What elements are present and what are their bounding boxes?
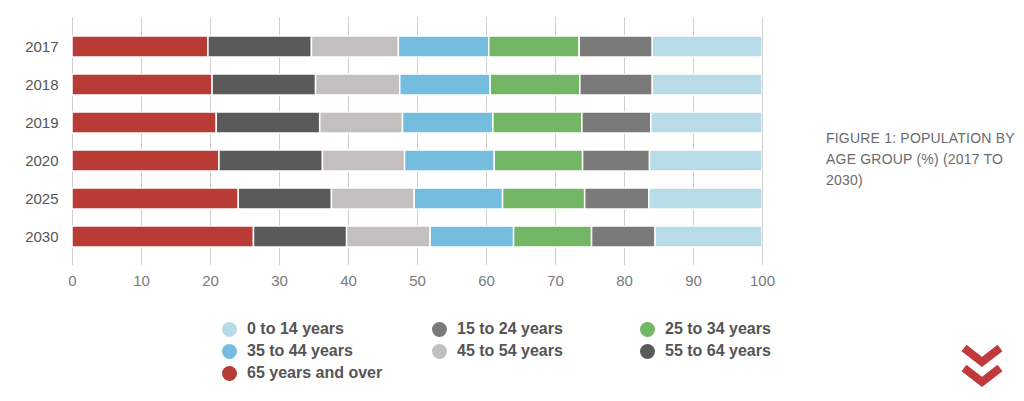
- svg-text:60: 60: [478, 272, 495, 289]
- html-text:15 to 24 years: 15 to 24 years: [457, 320, 563, 337]
- svg-text:2019: 2019: [25, 114, 58, 131]
- svg-text:80: 80: [616, 272, 633, 289]
- svg-text:2020: 2020: [25, 152, 58, 169]
- html-text:35 to 44 years: 35 to 44 years: [247, 342, 353, 359]
- html-text:0 to 14 years: 0 to 14 years: [247, 320, 344, 337]
- svg-text:90: 90: [685, 272, 702, 289]
- html-text:65 years and over: 65 years and over: [247, 364, 383, 381]
- svg-text:2025: 2025: [25, 190, 58, 207]
- html-text:45 to 54 years: 45 to 54 years: [457, 342, 563, 359]
- svg-text:50: 50: [409, 272, 426, 289]
- html-text:25 to 34 years: 25 to 34 years: [665, 320, 771, 337]
- svg-text:100: 100: [750, 272, 775, 289]
- svg-text:0: 0: [68, 272, 76, 289]
- html-text:FIGURE 1: POPULATION BY AGE GR: FIGURE 1: POPULATION BY AGE GROUP (%) (2…: [826, 130, 1015, 188]
- svg-text:2017: 2017: [25, 38, 58, 55]
- svg-text:70: 70: [547, 272, 564, 289]
- svg-text:2030: 2030: [25, 228, 58, 245]
- svg-text:2018: 2018: [25, 76, 58, 93]
- svg-text:20: 20: [202, 272, 219, 289]
- svg-text:30: 30: [271, 272, 288, 289]
- svg-text:10: 10: [133, 272, 150, 289]
- svg-text:40: 40: [340, 272, 357, 289]
- html-text:55 to 64 years: 55 to 64 years: [665, 342, 771, 359]
